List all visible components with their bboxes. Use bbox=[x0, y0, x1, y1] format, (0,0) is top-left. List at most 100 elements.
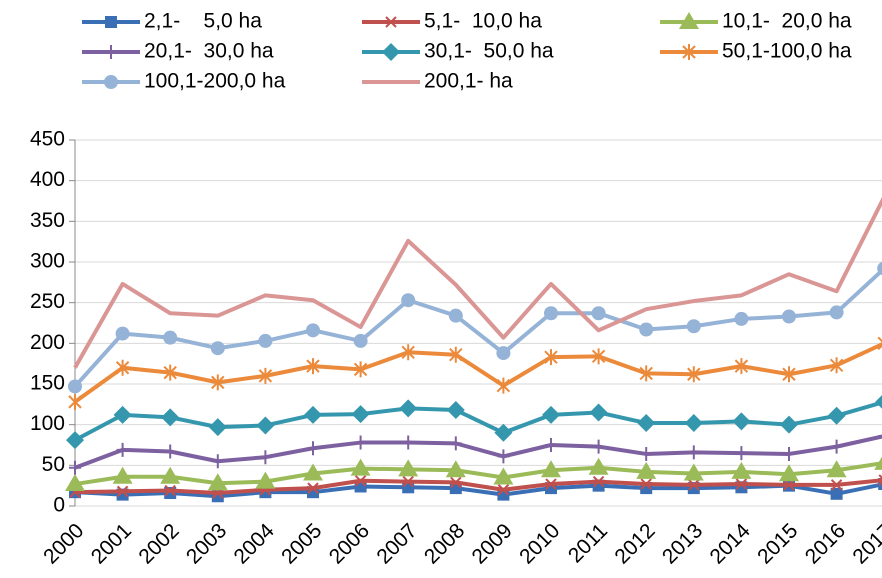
marker bbox=[639, 365, 653, 382]
marker bbox=[783, 479, 795, 491]
y-tick-label: 100 bbox=[30, 412, 65, 435]
series-line bbox=[74, 400, 882, 442]
marker bbox=[164, 484, 176, 497]
marker bbox=[687, 366, 701, 383]
marker bbox=[382, 43, 400, 61]
marker bbox=[494, 423, 513, 442]
x-tick-label: 2003 bbox=[182, 519, 231, 568]
legend-label: 200,1- ha bbox=[424, 70, 513, 93]
x-tick-label: 2007 bbox=[372, 519, 421, 568]
marker bbox=[875, 395, 882, 409]
marker bbox=[497, 449, 510, 464]
legend-label: 10,1- 20,0 ha bbox=[722, 10, 852, 33]
marker bbox=[734, 311, 749, 326]
marker bbox=[211, 454, 224, 469]
marker bbox=[734, 358, 749, 375]
marker bbox=[210, 341, 225, 356]
marker bbox=[69, 460, 81, 475]
marker bbox=[783, 446, 795, 461]
marker bbox=[588, 457, 609, 475]
marker bbox=[830, 487, 843, 500]
legend-label: 100,1-200,0 ha bbox=[144, 70, 286, 93]
series-line bbox=[74, 478, 882, 495]
y-tick-label: 50 bbox=[42, 453, 65, 476]
marker bbox=[304, 405, 322, 424]
marker bbox=[208, 418, 227, 437]
marker bbox=[639, 322, 654, 337]
x-tick-label: 2000 bbox=[39, 519, 88, 568]
marker bbox=[351, 405, 370, 424]
marker bbox=[640, 478, 652, 490]
marker bbox=[541, 460, 561, 478]
series-line bbox=[74, 482, 882, 499]
marker bbox=[350, 458, 371, 476]
marker bbox=[68, 379, 82, 394]
marker bbox=[877, 336, 882, 351]
marker bbox=[449, 346, 463, 363]
marker bbox=[829, 357, 844, 374]
marker bbox=[592, 475, 605, 488]
marker bbox=[779, 464, 799, 482]
series-line bbox=[74, 434, 882, 470]
marker bbox=[829, 305, 844, 320]
marker bbox=[450, 476, 462, 489]
marker bbox=[682, 44, 696, 60]
marker bbox=[255, 471, 276, 489]
marker bbox=[207, 473, 228, 491]
x-tick-label: 2009 bbox=[468, 519, 517, 568]
marker bbox=[780, 415, 798, 434]
x-tick-label: 2012 bbox=[610, 519, 659, 568]
marker bbox=[164, 444, 177, 459]
x-tick-label: 2004 bbox=[230, 519, 280, 569]
marker bbox=[688, 479, 700, 491]
marker bbox=[385, 16, 397, 28]
y-tick-label: 250 bbox=[30, 290, 65, 313]
marker bbox=[112, 466, 133, 484]
marker bbox=[731, 461, 752, 479]
marker bbox=[307, 482, 319, 494]
marker bbox=[592, 439, 605, 454]
series-line bbox=[74, 461, 882, 487]
marker bbox=[353, 361, 368, 378]
marker bbox=[161, 408, 180, 427]
marker bbox=[306, 358, 320, 375]
marker bbox=[827, 406, 846, 425]
y-tick-label: 300 bbox=[30, 250, 65, 273]
marker bbox=[636, 461, 657, 479]
marker bbox=[307, 441, 319, 456]
marker bbox=[544, 349, 558, 366]
marker bbox=[105, 45, 117, 59]
y-tick-label: 450 bbox=[30, 128, 65, 151]
marker bbox=[445, 460, 466, 478]
marker bbox=[354, 475, 367, 487]
marker bbox=[398, 459, 419, 477]
y-tick-label: 150 bbox=[30, 372, 65, 395]
x-tick-label: 2016 bbox=[801, 519, 850, 568]
x-tick-label: 2005 bbox=[277, 519, 326, 568]
marker bbox=[640, 446, 653, 461]
marker bbox=[401, 293, 416, 308]
marker bbox=[686, 319, 701, 334]
marker bbox=[545, 438, 557, 452]
marker bbox=[878, 474, 882, 486]
marker bbox=[782, 366, 796, 383]
x-tick-label: 2010 bbox=[515, 519, 564, 568]
marker bbox=[401, 344, 415, 361]
marker bbox=[448, 308, 463, 323]
marker bbox=[679, 12, 699, 29]
marker bbox=[160, 466, 181, 484]
y-tick-label: 400 bbox=[30, 168, 65, 191]
marker bbox=[878, 435, 882, 438]
marker bbox=[211, 374, 225, 391]
x-tick-label: 2008 bbox=[420, 519, 469, 568]
marker bbox=[591, 348, 606, 365]
x-tick-label: 2015 bbox=[753, 519, 802, 568]
marker bbox=[259, 450, 272, 465]
marker bbox=[683, 463, 704, 481]
marker bbox=[446, 401, 465, 420]
legend-label: 5,1- 10,0 ha bbox=[424, 10, 542, 33]
marker bbox=[113, 405, 132, 424]
y-tick-label: 0 bbox=[53, 494, 65, 517]
marker bbox=[116, 442, 129, 457]
